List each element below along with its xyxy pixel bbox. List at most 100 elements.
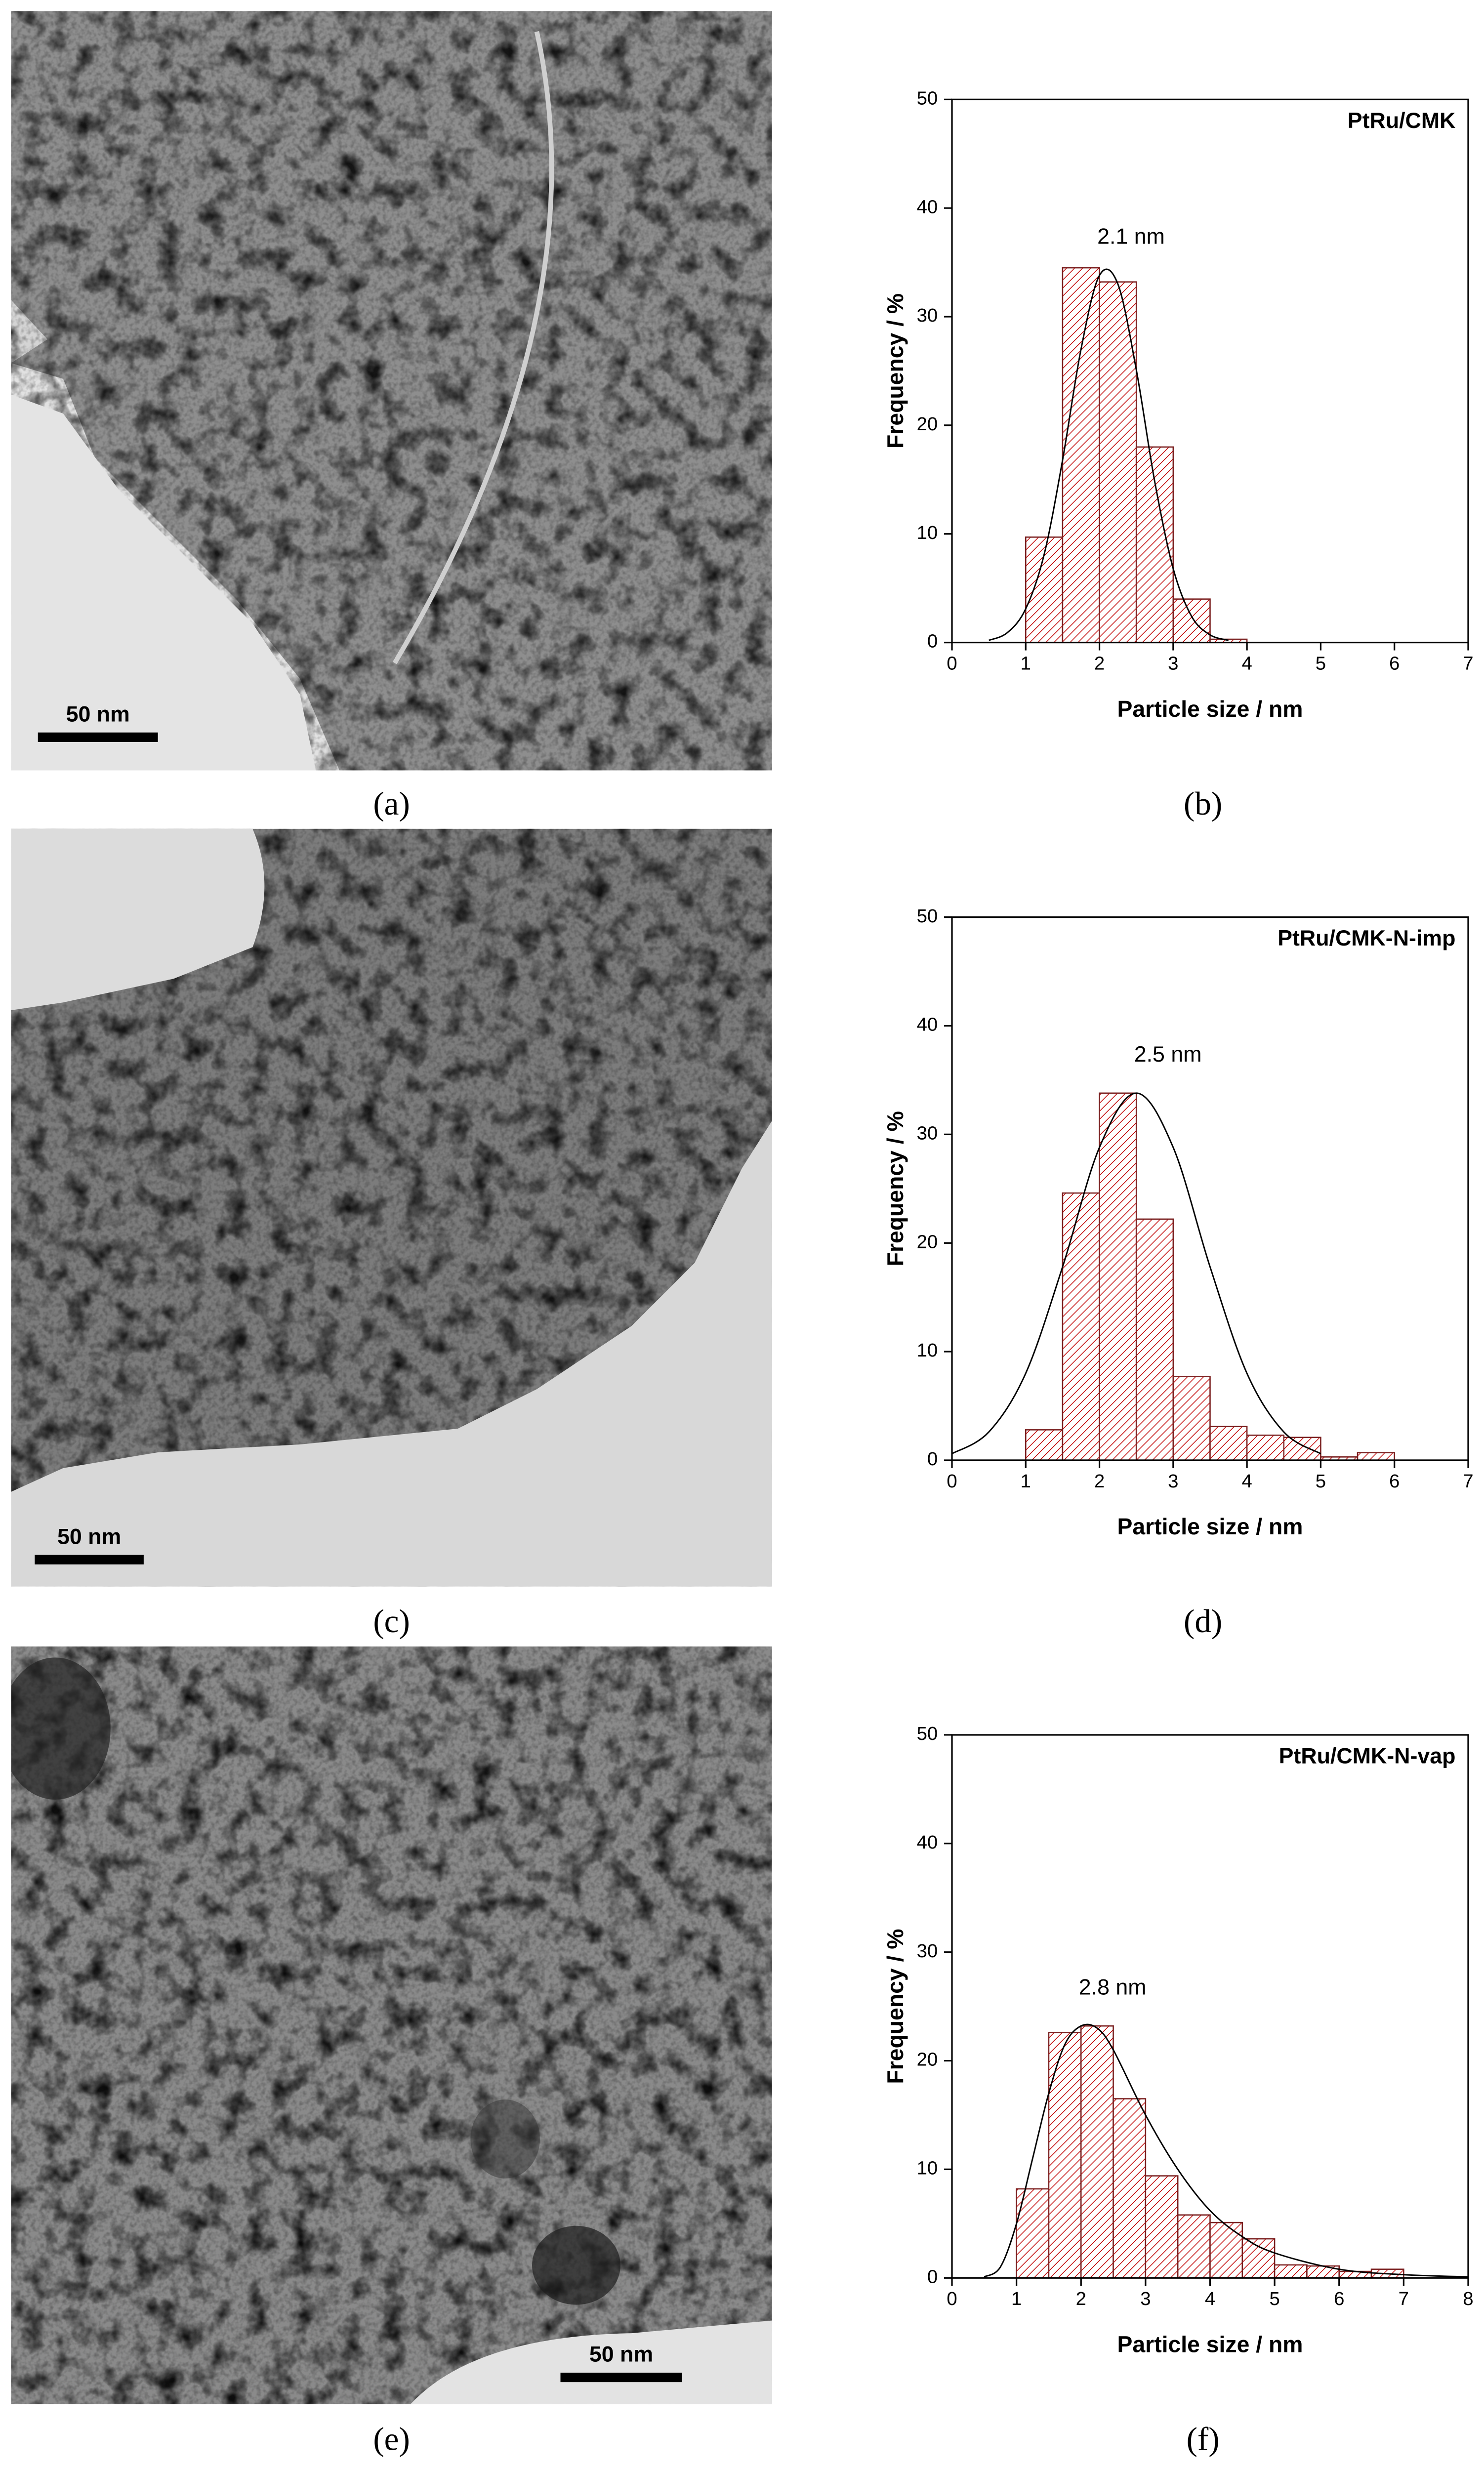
bar <box>1145 2175 1179 2279</box>
x-tick-label: 2 <box>1094 653 1105 674</box>
scale-bar-label: 50 nm <box>57 1524 121 1549</box>
y-tick-label: 50 <box>917 1723 938 1744</box>
bar <box>1172 598 1211 643</box>
y-tick-label: 30 <box>917 1940 938 1962</box>
y-axis-label: Frequency / % <box>882 1929 908 2084</box>
bar <box>1177 2214 1211 2279</box>
y-tick-label: 50 <box>917 87 938 109</box>
bar <box>1080 2025 1114 2279</box>
bar <box>1209 1426 1248 1461</box>
x-tick-label: 6 <box>1334 2288 1344 2309</box>
tem-image <box>11 1646 772 2404</box>
bar <box>1246 1435 1285 1461</box>
panel-label: (b) <box>1184 785 1222 822</box>
y-tick-label: 0 <box>927 2266 938 2287</box>
chart-title: PtRu/CMK-N-imp <box>1278 926 1455 950</box>
bar <box>1113 2098 1147 2279</box>
fit-annotation: 2.8 nm <box>1079 1975 1147 1999</box>
scale-bar <box>38 732 158 742</box>
y-tick-label: 0 <box>927 1448 938 1470</box>
y-tick-label: 40 <box>917 1832 938 1853</box>
x-tick-label: 4 <box>1241 653 1252 674</box>
y-tick-label: 50 <box>917 905 938 927</box>
x-tick-label: 6 <box>1389 1471 1400 1492</box>
y-tick-label: 30 <box>917 1122 938 1144</box>
y-tick-label: 10 <box>917 1340 938 1361</box>
plot: 2.1 nm 0 1 2 3 4 5 6 7 0 10 20 30 40 50 PtRu/CMK Particl… <box>882 87 1474 721</box>
x-tick-label: 3 <box>1140 2288 1151 2309</box>
panel-label: (a) <box>373 785 410 822</box>
bar <box>1016 2188 1050 2279</box>
bar <box>1357 1452 1395 1461</box>
x-tick-label: 5 <box>1316 1471 1326 1492</box>
tem-image <box>11 11 772 771</box>
fit-annotation: 2.5 nm <box>1134 1042 1202 1067</box>
bar <box>1062 1192 1100 1461</box>
scale-bar-label: 50 nm <box>66 702 130 726</box>
plot: 2.8 nm 0 1 2 3 4 5 6 7 8 0 10 20 30 40 50 PtRu/CMK-N-vap… <box>882 1723 1474 2357</box>
fit-curve <box>984 2023 1469 2278</box>
x-tick-label: 2 <box>1076 2288 1086 2309</box>
fit-curve <box>989 268 1229 641</box>
scale-bar <box>560 2372 682 2383</box>
x-tick-label: 6 <box>1389 653 1400 674</box>
x-tick-label: 5 <box>1269 2288 1279 2309</box>
y-tick-label: 40 <box>917 1014 938 1035</box>
plot-frame <box>951 916 1469 1461</box>
x-tick-label: 1 <box>1021 653 1031 674</box>
panel-label: (d) <box>1184 1603 1222 1640</box>
chart-title: PtRu/CMK-N-vap <box>1279 1744 1456 1768</box>
y-tick-label: 0 <box>927 631 938 652</box>
plot: 2.5 nm 0 1 2 3 4 5 6 7 0 10 20 30 40 50 PtRu/CMK-N-imp P… <box>882 905 1474 1539</box>
x-tick-label: 1 <box>1011 2288 1022 2309</box>
x-tick-label: 5 <box>1316 653 1326 674</box>
y-tick-label: 20 <box>917 1231 938 1252</box>
scale-bar <box>35 1555 144 1564</box>
x-tick-label: 3 <box>1168 1471 1178 1492</box>
y-tick-label: 30 <box>917 305 938 326</box>
x-tick-label: 1 <box>1021 1471 1031 1492</box>
x-tick-label: 7 <box>1463 653 1473 674</box>
fit-annotation: 2.1 nm <box>1097 225 1165 249</box>
y-tick-label: 40 <box>917 196 938 217</box>
bar <box>1062 267 1100 643</box>
bar <box>1135 1218 1174 1461</box>
panel-label: (f) <box>1187 2421 1220 2458</box>
chart-title: PtRu/CMK <box>1348 109 1456 133</box>
x-tick-label: 7 <box>1399 2288 1409 2309</box>
y-axis-label: Frequency / % <box>882 293 908 449</box>
y-axis-label: Frequency / % <box>882 1111 908 1266</box>
plot-frame <box>951 98 1469 644</box>
bar <box>1209 2221 1243 2279</box>
x-tick-label: 0 <box>947 2288 957 2309</box>
x-tick-label: 8 <box>1463 2288 1473 2309</box>
bar <box>1274 2264 1308 2279</box>
x-tick-label: 4 <box>1205 2288 1215 2309</box>
x-axis-label: Particle size / nm <box>1117 1514 1303 1539</box>
tem-image <box>11 828 772 1587</box>
bar <box>1241 2238 1276 2279</box>
panel-label: (e) <box>373 2421 410 2458</box>
x-tick-label: 4 <box>1241 1471 1252 1492</box>
fit-curve <box>951 1092 1321 1454</box>
x-tick-label: 2 <box>1094 1471 1105 1492</box>
x-tick-label: 0 <box>947 1471 957 1492</box>
bar <box>1172 1376 1211 1461</box>
y-tick-label: 20 <box>917 2049 938 2070</box>
y-tick-label: 10 <box>917 522 938 543</box>
scale-bar-label: 50 nm <box>589 2343 653 2367</box>
bar <box>1048 2032 1082 2279</box>
x-axis-label: Particle size / nm <box>1117 696 1303 722</box>
x-tick-label: 3 <box>1168 653 1178 674</box>
bar <box>1283 1437 1321 1461</box>
panel-label: (c) <box>373 1603 410 1640</box>
bar <box>1025 1429 1064 1461</box>
bar <box>1099 1092 1137 1461</box>
x-axis-label: Particle size / nm <box>1117 2331 1303 2357</box>
y-tick-label: 20 <box>917 413 938 435</box>
x-tick-label: 7 <box>1463 1471 1473 1492</box>
y-tick-label: 10 <box>917 2158 938 2179</box>
x-tick-label: 0 <box>947 653 957 674</box>
